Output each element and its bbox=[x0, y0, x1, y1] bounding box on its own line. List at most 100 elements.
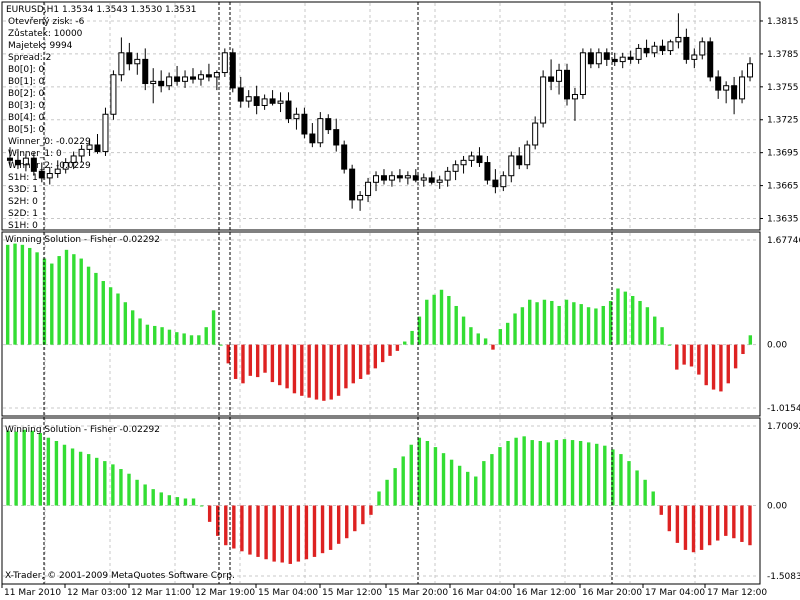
bullish-candle-body bbox=[365, 181, 372, 196]
indicator-2-title: Winning Solution - Fisher -0.02292 bbox=[5, 425, 160, 435]
time-axis: 11 Mar 2010 12 Mar 03:00 12 Mar 11:00 12 Ma… bbox=[1, 584, 767, 598]
candle bbox=[484, 155, 491, 185]
bullish-candle-body bbox=[739, 76, 746, 100]
bullish-candle-body bbox=[460, 159, 467, 166]
candle bbox=[587, 48, 594, 69]
positive-histogram-bar bbox=[520, 307, 525, 345]
positive-histogram-bar bbox=[550, 300, 554, 345]
positive-histogram-bar bbox=[447, 295, 451, 345]
panel-frame bbox=[1, 417, 761, 585]
panel-frame bbox=[1, 1, 761, 231]
candle bbox=[691, 48, 698, 69]
bullish-candle-body bbox=[388, 175, 395, 181]
negative-histogram-bar bbox=[659, 505, 663, 515]
negative-histogram-bar bbox=[292, 344, 297, 394]
negative-histogram-bar bbox=[336, 505, 341, 544]
price-panel[interactable]: 1.3815 1.3785 1.3755 1.3725 1.3695 1.3665 1.36… bbox=[1, 1, 799, 231]
candle bbox=[556, 63, 563, 95]
candle bbox=[707, 37, 714, 82]
positive-histogram-bar bbox=[528, 299, 532, 345]
bullish-candle-body bbox=[404, 175, 411, 179]
positive-histogram-bar bbox=[175, 497, 180, 506]
bearish-candle-body bbox=[333, 129, 340, 146]
bullish-candle-body bbox=[436, 179, 443, 183]
bearish-candle-body bbox=[341, 144, 348, 170]
positive-histogram-bar bbox=[393, 468, 397, 506]
negative-histogram-bar bbox=[288, 505, 292, 564]
bullish-candle-body bbox=[532, 122, 539, 146]
indicator-panel-2[interactable]: 1.70092 0.00 -1.50837 bbox=[1, 417, 800, 585]
info-line: Zůstatek: 10000 bbox=[8, 28, 83, 39]
candle bbox=[325, 114, 332, 135]
candle bbox=[285, 92, 292, 124]
time-tick-label: 15 Mar 20:00 bbox=[388, 588, 448, 598]
positive-histogram-bar bbox=[197, 335, 201, 345]
positive-histogram-bar bbox=[401, 456, 405, 506]
bullish-candle-body bbox=[635, 47, 642, 60]
positive-histogram-bar bbox=[572, 302, 576, 345]
bearish-candle-body bbox=[14, 159, 21, 166]
positive-histogram-bar bbox=[410, 330, 414, 345]
positive-histogram-bar bbox=[175, 332, 179, 345]
bullish-candle-body bbox=[540, 76, 547, 124]
positive-histogram-bar bbox=[594, 308, 598, 345]
positive-histogram-bar bbox=[454, 305, 458, 345]
bullish-candle-body bbox=[166, 76, 173, 87]
negative-histogram-bar bbox=[329, 344, 333, 400]
indicator-tick-label: 0.00 bbox=[767, 341, 787, 351]
bullish-candle-body bbox=[675, 36, 682, 43]
positive-histogram-bar bbox=[160, 327, 164, 345]
candle bbox=[675, 13, 682, 49]
positive-histogram-bar bbox=[42, 258, 47, 345]
positive-histogram-bar bbox=[476, 333, 480, 345]
positive-histogram-bar bbox=[116, 293, 120, 345]
candle bbox=[221, 48, 228, 77]
candle bbox=[46, 166, 53, 185]
negative-histogram-bar bbox=[740, 505, 744, 542]
candle bbox=[110, 70, 117, 120]
negative-histogram-bar bbox=[296, 505, 301, 562]
bullish-candle-body bbox=[667, 41, 674, 52]
candle bbox=[118, 37, 125, 82]
positive-histogram-bar bbox=[86, 454, 91, 506]
positive-histogram-bar bbox=[377, 491, 381, 506]
bearish-candle-body bbox=[428, 177, 435, 183]
bullish-candle-body bbox=[150, 80, 157, 85]
candle bbox=[731, 76, 738, 115]
negative-histogram-bar bbox=[707, 505, 712, 546]
positive-histogram-bar bbox=[432, 294, 436, 345]
candle bbox=[182, 70, 189, 88]
positive-histogram-bar bbox=[619, 454, 623, 506]
candle bbox=[70, 151, 77, 170]
positive-histogram-bar bbox=[513, 313, 517, 345]
candle bbox=[197, 70, 204, 86]
positive-histogram-bar bbox=[645, 307, 650, 345]
candle bbox=[452, 160, 459, 181]
candle bbox=[492, 169, 499, 194]
bullish-candle-body bbox=[579, 52, 586, 96]
negative-histogram-bar bbox=[697, 344, 701, 375]
indicator-panel-1[interactable]: 1.67746 0.00 -1.01542 bbox=[1, 231, 800, 417]
bullish-candle-body bbox=[357, 194, 364, 201]
negative-histogram-bar bbox=[272, 505, 276, 562]
negative-histogram-bar bbox=[278, 344, 282, 386]
bearish-candle-body bbox=[30, 157, 37, 172]
candle bbox=[476, 147, 483, 167]
negative-histogram-bar bbox=[491, 344, 495, 350]
info-line: B0[1]: 0 bbox=[8, 77, 45, 87]
negative-histogram-bar bbox=[395, 344, 400, 351]
positive-histogram-bar bbox=[586, 442, 591, 506]
positive-histogram-bar bbox=[611, 449, 615, 506]
positive-histogram-bar bbox=[86, 266, 91, 345]
candle bbox=[22, 153, 29, 172]
bullish-candle-body bbox=[508, 155, 515, 177]
bullish-candle-body bbox=[317, 118, 324, 144]
candle bbox=[174, 65, 181, 86]
negative-histogram-bar bbox=[748, 505, 752, 546]
negative-histogram-bar bbox=[741, 344, 745, 355]
positive-histogram-bar bbox=[522, 436, 526, 506]
symbol-header: EURUSD,H1 1.3534 1.3543 1.3530 1.3531 bbox=[6, 5, 197, 15]
indicator-tick-label: -1.01542 bbox=[767, 404, 800, 414]
negative-histogram-bar bbox=[248, 344, 253, 376]
